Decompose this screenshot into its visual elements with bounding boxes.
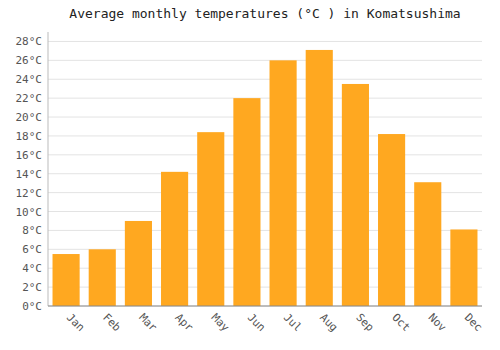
grid-line — [48, 98, 482, 99]
y-tick-label: 22°C — [16, 92, 43, 105]
y-axis: 0°C 2°C 4°C 6°C 8°C 10°C 12°C 14°C 16°C 18°C 20°C 2… — [16, 35, 43, 313]
x-tick-label: Oct — [389, 311, 412, 334]
y-tick-label: 14°C — [16, 168, 43, 181]
y-tick-label: 4°C — [22, 262, 42, 275]
chart-container: Average monthly temperatures (°C ) in Ko… — [0, 0, 500, 350]
y-tick-label: 28°C — [16, 35, 43, 48]
bar — [378, 134, 405, 306]
x-tick-label: Jul — [281, 311, 304, 334]
y-tick-label: 26°C — [16, 54, 43, 67]
y-tick-label: 12°C — [16, 187, 43, 200]
x-tick-label: May — [209, 311, 233, 335]
bar — [306, 50, 333, 306]
x-axis: Jan Feb Mar Apr May Jun Jul Aug Sep Oct Nov Dec — [64, 311, 485, 335]
y-axis-line — [48, 32, 49, 306]
x-tick-label: Mar — [136, 311, 160, 335]
grid-line — [48, 79, 482, 80]
bar — [450, 229, 477, 306]
y-tick-label: 2°C — [22, 281, 42, 294]
grid-line — [48, 117, 482, 118]
bars — [53, 50, 478, 306]
grid-line — [48, 173, 482, 174]
bar — [342, 84, 369, 306]
x-tick-label: Jun — [245, 311, 268, 334]
bar — [270, 60, 297, 306]
grid-line — [48, 135, 482, 136]
x-tick-label: Jan — [64, 311, 87, 334]
chart: Average monthly temperatures (°C ) in Ko… — [0, 0, 500, 350]
y-tick-label: 6°C — [22, 243, 42, 256]
bar — [197, 132, 224, 306]
title: Average monthly temperatures (°C ) in Ko… — [69, 6, 460, 21]
x-tick-label: Feb — [100, 311, 123, 334]
grid-line — [48, 41, 482, 42]
y-tick-label: 8°C — [22, 224, 42, 237]
bar — [233, 98, 260, 306]
x-tick-label: Apr — [172, 311, 196, 335]
y-tick-label: 16°C — [16, 149, 43, 162]
y-tick-label: 10°C — [16, 206, 43, 219]
x-tick-label: Nov — [426, 311, 450, 335]
x-tick-label: Dec — [462, 311, 485, 334]
y-tick-label: 24°C — [16, 73, 43, 86]
bar — [125, 221, 152, 306]
x-tick-label: Aug — [317, 311, 340, 334]
y-tick-label: 0°C — [22, 300, 42, 313]
grid-line — [48, 306, 482, 307]
grid — [48, 41, 482, 306]
x-tick-label: Sep — [353, 311, 376, 334]
bar — [161, 172, 188, 306]
y-tick-label: 20°C — [16, 111, 43, 124]
x-axis-line — [48, 306, 482, 307]
grid-line — [48, 154, 482, 155]
y-tick-label: 18°C — [16, 130, 43, 143]
bar — [53, 254, 80, 306]
bar — [414, 182, 441, 306]
bar — [89, 249, 116, 306]
grid-line — [48, 60, 482, 61]
